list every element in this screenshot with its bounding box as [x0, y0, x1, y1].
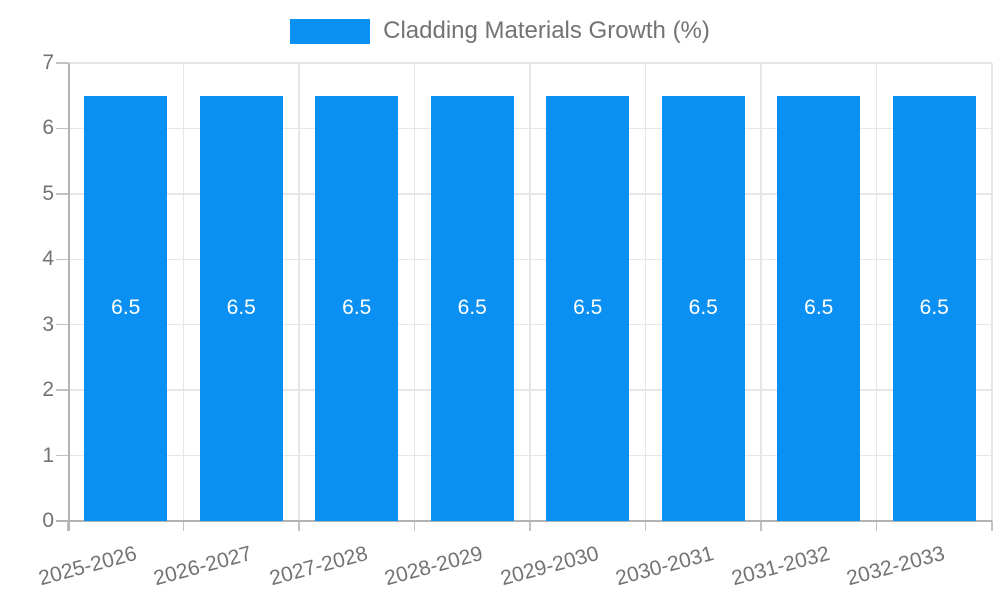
x-gridline: [529, 63, 531, 521]
x-axis-line: [56, 520, 992, 522]
y-axis-label: 6: [42, 116, 54, 140]
y-axis-tick: [56, 193, 68, 195]
bar-value-label: 6.5: [688, 296, 718, 320]
bar[interactable]: 6.5: [199, 95, 283, 521]
x-gridline: [644, 63, 647, 521]
legend-label: Cladding Materials Growth (%): [383, 17, 710, 44]
plot-area: 6.5 6.5 6.5 6.5 6.5 6.5 6.5 6.5 0 1 2 3 4 5 6 7 2025-202…: [36, 51, 993, 590]
bar-value-label: 6.5: [226, 296, 256, 320]
x-axis-tick: [875, 521, 878, 531]
bar[interactable]: 6.5: [661, 95, 745, 521]
bar[interactable]: 6.5: [315, 95, 399, 521]
y-axis-line: [68, 63, 70, 531]
y-axis-tick: [56, 454, 68, 457]
x-axis-label: 2026-2027: [151, 541, 255, 591]
y-axis-label: 0: [42, 509, 54, 532]
bar-value-label: 6.5: [457, 296, 487, 320]
x-axis-tick: [298, 521, 300, 531]
y-axis-tick: [56, 127, 68, 130]
bar[interactable]: 6.5: [546, 95, 630, 521]
bar-value-label: 6.5: [111, 296, 141, 320]
x-axis-tick: [760, 521, 762, 531]
x-axis-label: 2030-2031: [613, 541, 717, 591]
legend-item[interactable]: Cladding Materials Growth (%): [0, 16, 1000, 46]
y-axis-tick: [56, 62, 68, 64]
y-axis-tick: [56, 323, 68, 326]
bar-value-label: 6.5: [804, 296, 834, 320]
x-axis-tick: [991, 521, 993, 531]
y-axis-tick: [56, 389, 68, 391]
bar[interactable]: 6.5: [430, 95, 514, 521]
y-axis-label: 5: [42, 181, 54, 205]
y-axis-label: 2: [42, 378, 54, 402]
bar-value-label: 6.5: [342, 296, 372, 320]
x-axis-label: 2025-2026: [35, 541, 139, 591]
x-axis-tick: [644, 521, 647, 531]
y-axis-label: 3: [42, 312, 54, 336]
y-axis-label: 7: [42, 51, 54, 74]
bar[interactable]: 6.5: [892, 95, 976, 521]
x-gridline: [991, 63, 993, 521]
y-axis-tick: [56, 258, 68, 261]
x-gridline: [298, 63, 300, 521]
x-axis-label: 2027-2028: [266, 541, 370, 591]
x-axis-tick: [529, 521, 531, 531]
x-gridline: [182, 63, 185, 521]
x-axis-label: 2029-2030: [497, 541, 601, 591]
bar-value-label: 6.5: [919, 296, 949, 320]
legend-swatch: [290, 18, 371, 44]
x-axis-tick: [413, 521, 416, 531]
bar[interactable]: 6.5: [777, 95, 861, 521]
x-gridline: [413, 63, 416, 521]
y-axis-label: 1: [42, 443, 54, 467]
x-axis-tick: [182, 521, 185, 531]
bar-value-label: 6.5: [573, 296, 603, 320]
x-axis-label: 2028-2029: [382, 541, 486, 591]
bar[interactable]: 6.5: [84, 95, 168, 521]
x-gridline: [875, 63, 878, 521]
x-gridline: [760, 63, 762, 521]
x-axis-label: 2032-2033: [844, 541, 948, 591]
y-axis-label: 4: [42, 247, 54, 271]
x-axis-label: 2031-2032: [728, 541, 832, 591]
